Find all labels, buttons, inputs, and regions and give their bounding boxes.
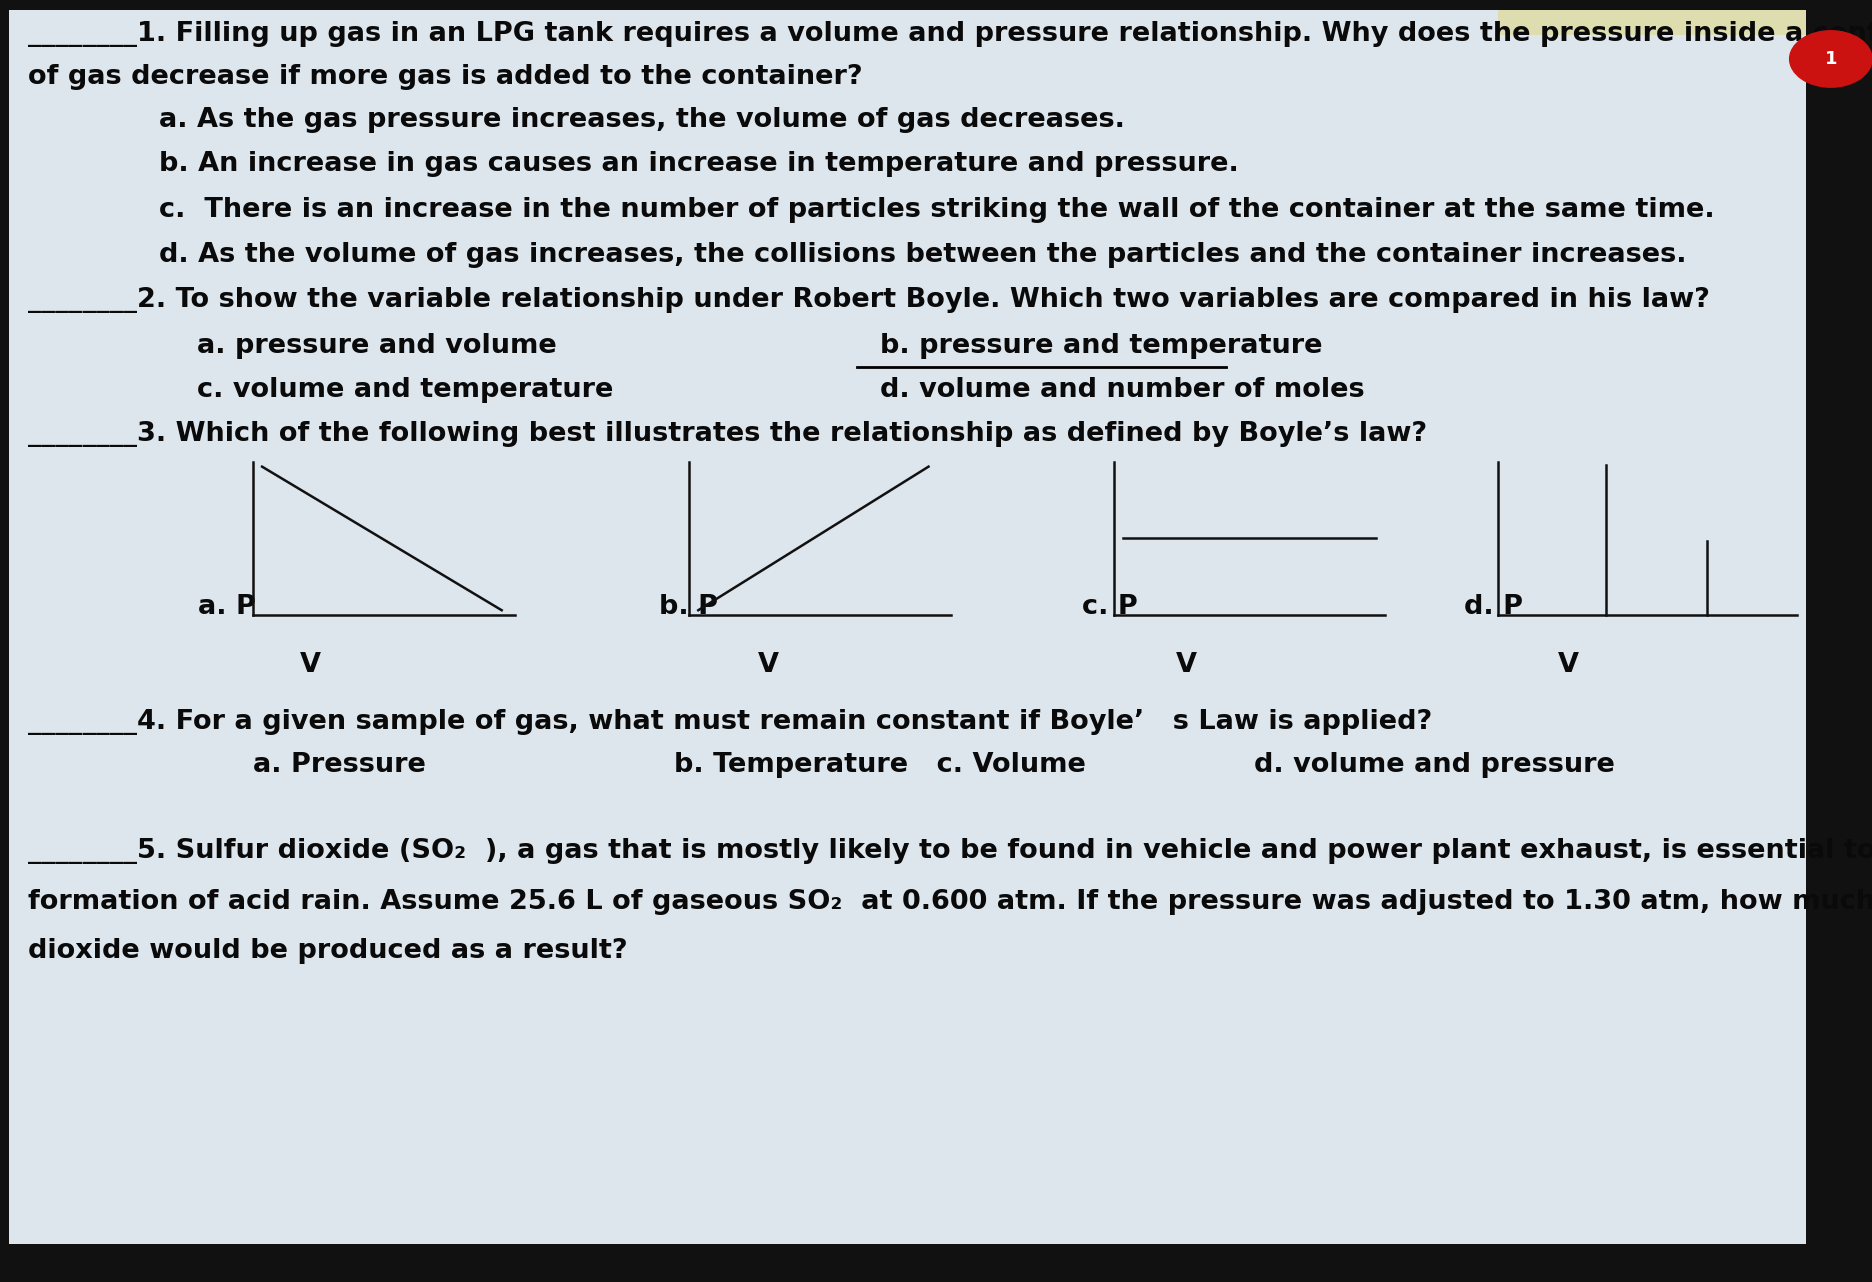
Text: V: V bbox=[1176, 653, 1196, 678]
Text: ________2. To show the variable relationship under Robert Boyle. Which two varia: ________2. To show the variable relation… bbox=[28, 287, 1709, 313]
Text: dioxide would be produced as a result?: dioxide would be produced as a result? bbox=[28, 938, 627, 964]
Text: formation of acid rain. Assume 25.6 L of gaseous SO₂  at 0.600 atm. If the press: formation of acid rain. Assume 25.6 L of… bbox=[28, 890, 1872, 915]
Text: b. pressure and temperature: b. pressure and temperature bbox=[880, 333, 1322, 359]
Text: d. volume and number of moles: d. volume and number of moles bbox=[880, 377, 1365, 403]
Text: d. As the volume of gas increases, the collisions between the particles and the : d. As the volume of gas increases, the c… bbox=[159, 242, 1687, 268]
Text: a. pressure and volume: a. pressure and volume bbox=[197, 333, 556, 359]
Text: a. P: a. P bbox=[198, 595, 256, 620]
Text: d. volume and pressure: d. volume and pressure bbox=[1254, 753, 1616, 778]
Text: ________3. Which of the following best illustrates the relationship as defined b: ________3. Which of the following best i… bbox=[28, 422, 1426, 447]
Text: d. P: d. P bbox=[1464, 595, 1524, 620]
Text: ________1. Filling up gas in an LPG tank requires a volume and pressure relation: ________1. Filling up gas in an LPG tank… bbox=[28, 22, 1872, 47]
Text: c. volume and temperature: c. volume and temperature bbox=[197, 377, 612, 403]
Text: V: V bbox=[300, 653, 320, 678]
Text: b. An increase in gas causes an increase in temperature and pressure.: b. An increase in gas causes an increase… bbox=[159, 151, 1239, 177]
Text: c. P: c. P bbox=[1082, 595, 1138, 620]
Text: a. As the gas pressure increases, the volume of gas decreases.: a. As the gas pressure increases, the vo… bbox=[159, 108, 1125, 133]
Text: V: V bbox=[1558, 653, 1578, 678]
FancyBboxPatch shape bbox=[1498, 10, 1806, 35]
Text: ________4. For a given sample of gas, what must remain constant if Boyle’   s La: ________4. For a given sample of gas, wh… bbox=[28, 709, 1432, 735]
Text: 1: 1 bbox=[1825, 50, 1836, 68]
Text: c.  There is an increase in the number of particles striking the wall of the con: c. There is an increase in the number of… bbox=[159, 197, 1715, 223]
FancyBboxPatch shape bbox=[9, 10, 1806, 1244]
Text: ________5. Sulfur dioxide (SO₂  ), a gas that is mostly likely to be found in ve: ________5. Sulfur dioxide (SO₂ ), a gas … bbox=[28, 838, 1872, 864]
Text: V: V bbox=[758, 653, 779, 678]
Text: b. Temperature   c. Volume: b. Temperature c. Volume bbox=[674, 753, 1086, 778]
Text: of gas decrease if more gas is added to the container?: of gas decrease if more gas is added to … bbox=[28, 64, 863, 90]
Text: a. Pressure: a. Pressure bbox=[253, 753, 425, 778]
Text: b. P: b. P bbox=[659, 595, 719, 620]
Circle shape bbox=[1790, 31, 1872, 87]
